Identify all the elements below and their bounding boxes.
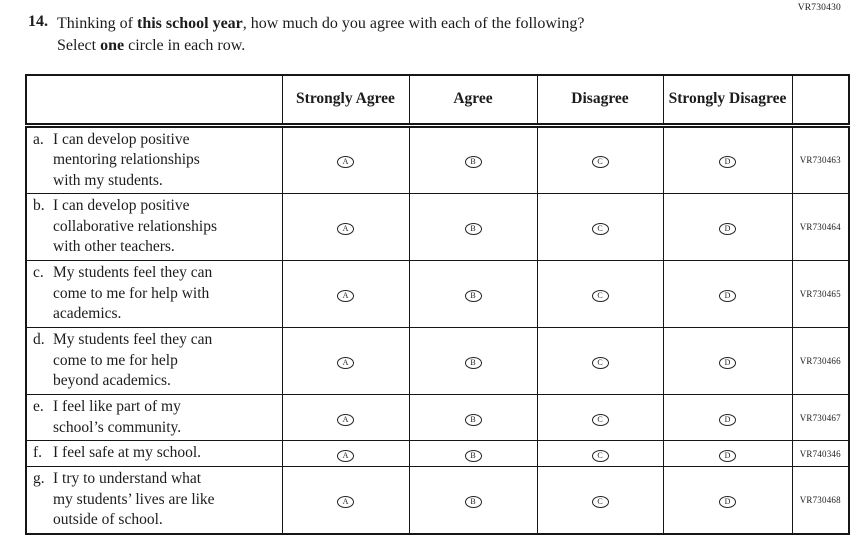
statement-letter: d. (33, 331, 45, 349)
answer-bubble-b[interactable]: B (464, 495, 482, 508)
statement-text: My students feel they can come to me for… (53, 264, 213, 323)
statement-text: I feel safe at my school. (53, 444, 202, 462)
answer-bubble-c[interactable]: C (591, 223, 609, 235)
answer-bubble-d[interactable]: D (719, 357, 736, 369)
table-row-b: b. I can develop positive collaborative r… (25, 193, 850, 261)
question-text-part3: Select (57, 37, 101, 54)
answer-bubble-d[interactable]: D (719, 413, 736, 426)
statement-letter: g. (33, 470, 45, 487)
row-code: VR730464 (791, 193, 850, 261)
statement-letter: a. (33, 130, 44, 148)
row-code: VR740346 (791, 440, 850, 467)
answer-bubble-c[interactable]: C (591, 357, 609, 369)
statement-c: c. My students feel they can come to me f… (33, 263, 278, 325)
column-header-strongly-agree: Strongly Agree (281, 74, 410, 128)
column-header-agree: Agree (408, 74, 538, 128)
question-text-part1: Thinking of (57, 15, 137, 32)
statement-letter: f. (33, 444, 43, 462)
statement-text: I can develop positive mentoring relatio… (53, 130, 200, 189)
answer-bubble-c[interactable]: C (591, 156, 609, 169)
answer-bubble-a[interactable]: A (337, 290, 354, 302)
row-code: VR730468 (791, 466, 850, 534)
statement-text: I feel like part of my school’s communit… (53, 398, 182, 436)
answer-bubble-b[interactable]: B (464, 156, 482, 169)
row-code: VR730463 (791, 124, 850, 194)
table-row-a: a. I can develop positive mentoring relat… (25, 124, 850, 194)
column-header-strongly-disagree: Strongly Disagree (662, 74, 793, 128)
statement-text: I can develop positive collaborative rel… (53, 197, 217, 256)
answer-bubble-b[interactable]: B (464, 290, 482, 302)
question-text-bold1: this school year (137, 15, 243, 32)
agreement-table: Strongly Agree Agree Disagree Strongly D… (25, 74, 850, 535)
statement-text: My students feel they can come to me for… (53, 331, 213, 390)
table-row-f: f. I feel safe at my school. A B C D VR74… (25, 440, 850, 467)
question-text-part2: , how much do you agree with each of the… (242, 15, 585, 32)
statement-e: e. I feel like part of my school’s commun… (33, 397, 278, 438)
statement-d: d. My students feel they can come to me f… (33, 330, 278, 392)
table-row-e: e. I feel like part of my school’s commun… (25, 394, 850, 441)
row-code: VR730467 (791, 394, 850, 441)
answer-bubble-b[interactable]: B (464, 449, 482, 462)
table-row-c: c. My students feel they can come to me f… (25, 260, 850, 328)
answer-bubble-b[interactable]: B (464, 357, 482, 369)
answer-bubble-c[interactable]: C (591, 449, 609, 462)
column-header-empty (25, 74, 283, 128)
answer-bubble-d[interactable]: D (719, 495, 736, 508)
table-row-g: g. I try to understand what my students’ … (25, 466, 850, 534)
answer-bubble-a[interactable]: A (337, 156, 354, 169)
column-header-code (791, 74, 850, 128)
question-text-part4: circle in each row. (124, 37, 246, 54)
answer-bubble-d[interactable]: D (719, 223, 736, 235)
row-code: VR730465 (791, 260, 850, 328)
answer-bubble-a[interactable]: A (337, 495, 354, 508)
answer-bubble-a[interactable]: A (337, 449, 354, 462)
answer-bubble-d[interactable]: D (719, 290, 736, 302)
answer-bubble-c[interactable]: C (591, 290, 609, 302)
answer-bubble-d[interactable]: D (719, 156, 736, 169)
answer-bubble-c[interactable]: C (591, 495, 609, 508)
statement-letter: e. (33, 398, 44, 415)
row-code: VR730466 (791, 327, 850, 395)
answer-bubble-a[interactable]: A (337, 223, 354, 235)
question-block: 14. Thinking of this school year, how mu… (28, 0, 818, 57)
statement-letter: c. (33, 264, 44, 282)
statement-g: g. I try to understand what my students’ … (33, 469, 278, 531)
answer-bubble-d[interactable]: D (719, 449, 736, 462)
statement-f: f. I feel safe at my school. (33, 443, 278, 464)
column-header-disagree: Disagree (536, 74, 664, 128)
form-code: VR730430 (797, 3, 841, 13)
statement-text: I try to understand what my students’ li… (53, 470, 215, 528)
statement-a: a. I can develop positive mentoring relat… (33, 130, 278, 192)
answer-bubble-a[interactable]: A (337, 413, 354, 426)
header-row: Strongly Agree Agree Disagree Strongly D… (25, 74, 850, 128)
question-number: 14. (28, 13, 48, 30)
question-text: Thinking of this school year, how much d… (57, 13, 584, 57)
table-row-d: d. My students feel they can come to me f… (25, 327, 850, 395)
statement-b: b. I can develop positive collaborative r… (33, 196, 278, 258)
answer-bubble-a[interactable]: A (337, 357, 354, 369)
answer-bubble-b[interactable]: B (464, 413, 482, 426)
statement-letter: b. (33, 197, 45, 215)
answer-bubble-b[interactable]: B (464, 223, 482, 235)
question-text-bold2: one (100, 37, 125, 54)
answer-bubble-c[interactable]: C (591, 413, 609, 426)
